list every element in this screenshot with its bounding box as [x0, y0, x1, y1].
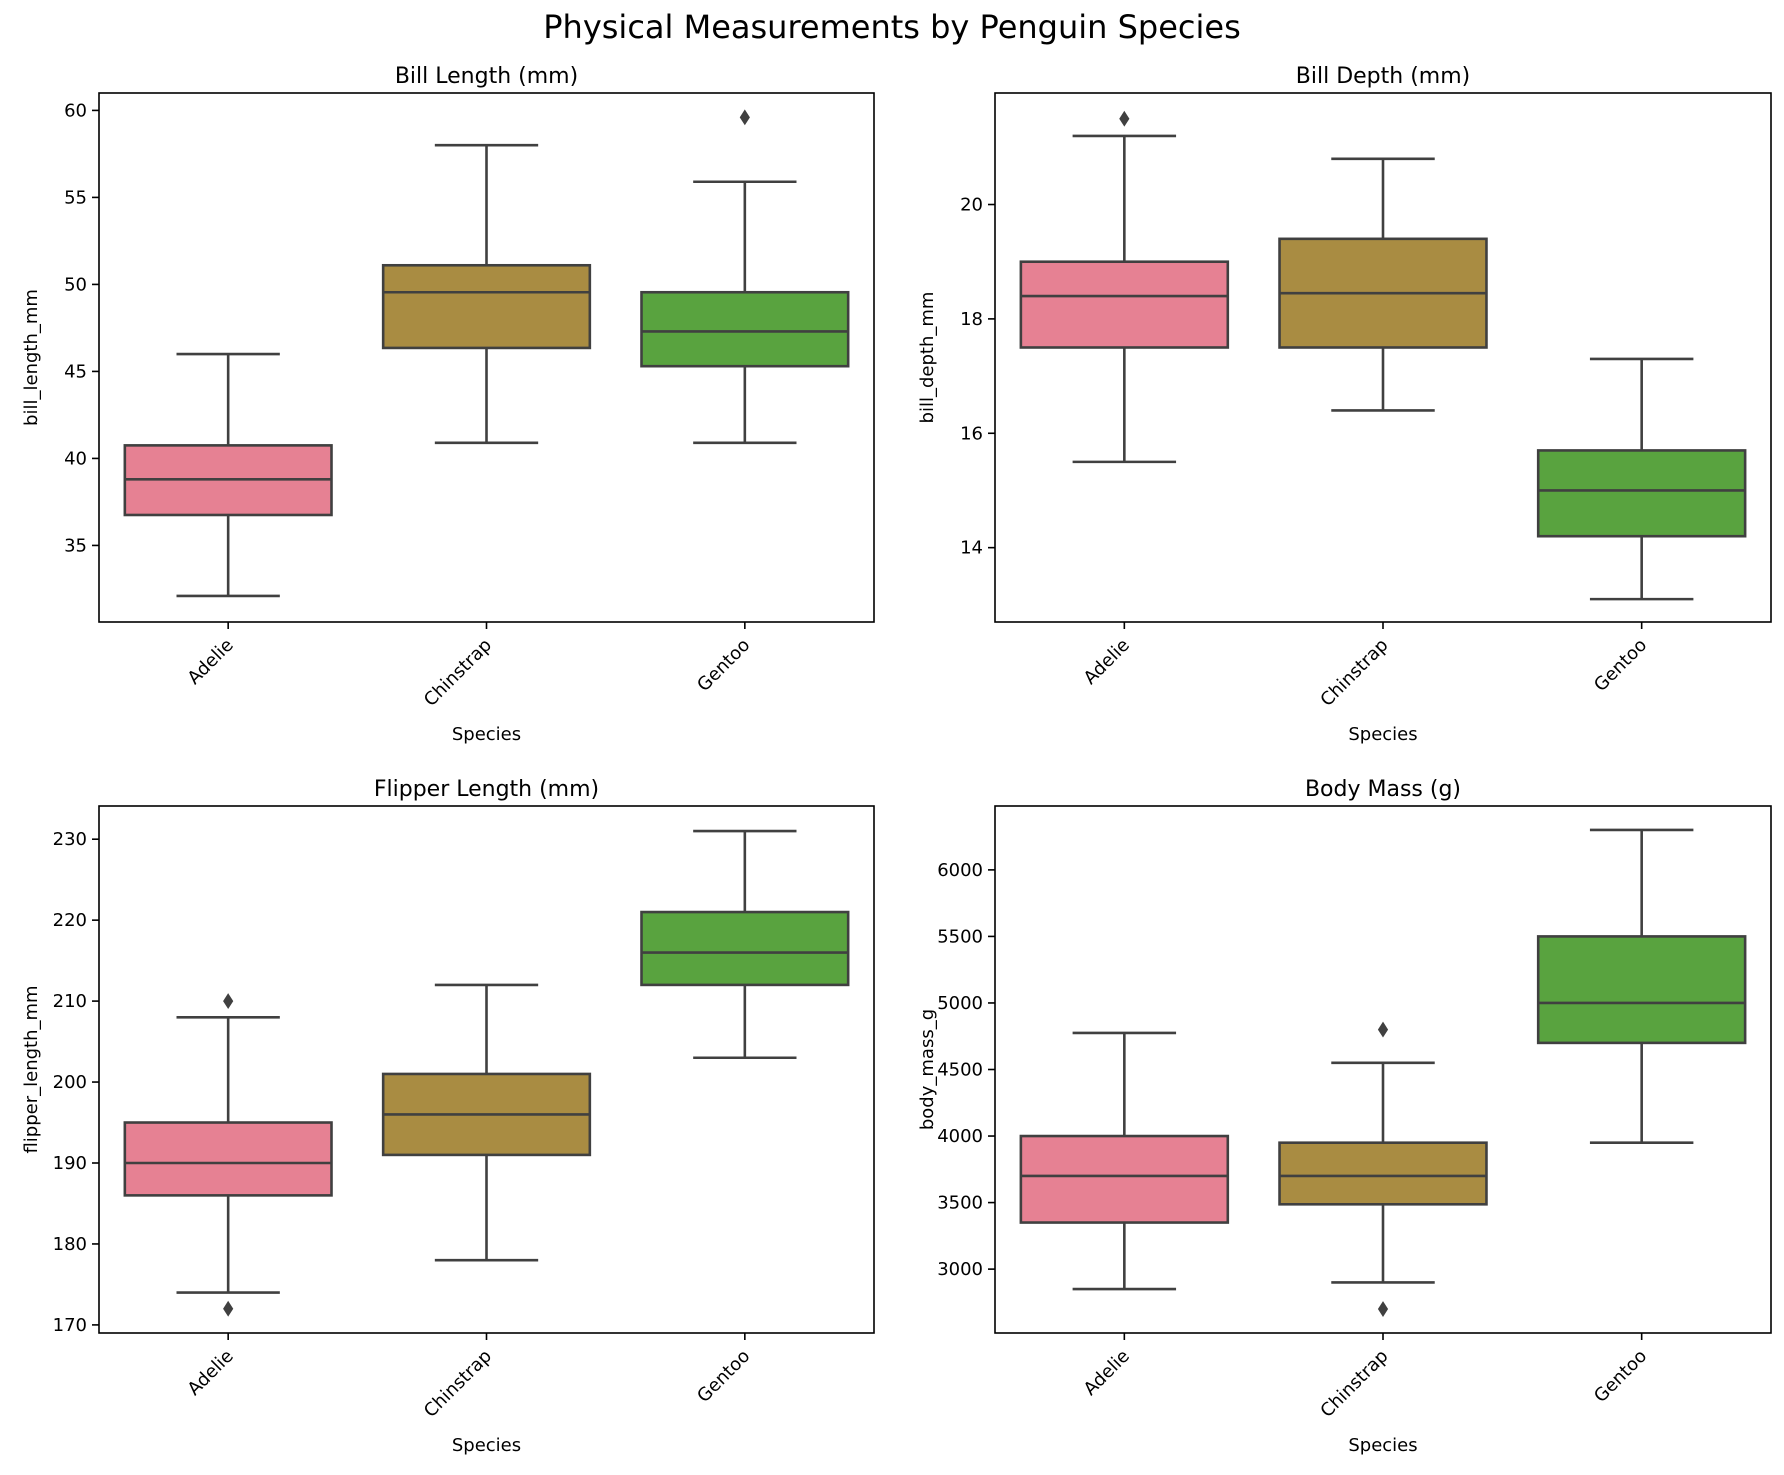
iqr-box: [640, 290, 850, 368]
bill-depth-xtick-label: Chinstrap: [1316, 635, 1392, 711]
bill-length-ytick-label: 45: [64, 361, 87, 382]
iqr-box: [1536, 935, 1747, 1045]
iqr-box: [381, 263, 592, 350]
bill-depth-xlabel: Species: [1348, 724, 1417, 745]
flipper-length-ytick-label: 200: [53, 1072, 87, 1093]
flipper-length-panel: Flipper Length (mm) flipper_length_mm Spec…: [21, 777, 875, 1456]
body-mass-ytick-label: 4500: [937, 1060, 983, 1081]
body-mass-ytick-label: 3000: [937, 1259, 983, 1280]
bill-depth-title: Bill Depth (mm): [1296, 64, 1470, 89]
bill-length-ylabel: bill_length_mm: [21, 289, 42, 426]
body-mass-box-adelie: [1019, 1031, 1230, 1291]
flipper-length-xtick-label: Adelie: [184, 1346, 238, 1400]
flipper-length-title: Flipper Length (mm): [374, 777, 599, 802]
bill-depth-box-chinstrap: [1278, 157, 1488, 412]
iqr-box: [1536, 449, 1747, 538]
body-mass-axes-frame: [994, 805, 1772, 1334]
flipper-length-box-adelie: [123, 993, 333, 1317]
bill-length-xtick-label: Chinstrap: [420, 635, 496, 711]
flipper-length-box-chinstrap: [381, 983, 592, 1262]
outlier-marker: [739, 109, 750, 126]
flipper-length-ytick-label: 170: [53, 1315, 87, 1336]
flipper-length-xtick-label: Gentoo: [693, 1346, 754, 1407]
outlier-marker: [223, 1300, 234, 1317]
bill-depth-box-adelie: [1019, 110, 1230, 464]
figure-title: Physical Measurements by Penguin Species: [543, 8, 1241, 46]
bill-length-panel: Bill Length (mm) bill_length_mm Species 35 4…: [21, 64, 875, 745]
flipper-length-ylabel: flipper_length_mm: [21, 985, 42, 1153]
bill-length-ytick-label: 60: [64, 100, 87, 121]
bill-depth-box-gentoo: [1536, 357, 1747, 601]
bill-length-box-chinstrap: [381, 143, 592, 445]
body-mass-ytick-label: 5000: [937, 993, 983, 1014]
bill-length-xlabel: Species: [452, 724, 521, 745]
iqr-box: [123, 1121, 333, 1197]
flipper-length-ytick-label: 180: [53, 1234, 87, 1255]
body-mass-xtick-label: Gentoo: [1590, 1346, 1651, 1407]
outlier-marker: [1119, 110, 1130, 127]
flipper-length-ytick-label: 190: [53, 1153, 87, 1174]
bill-depth-ytick-label: 14: [960, 538, 983, 559]
body-mass-panel: Body Mass (g) body_mass_g Species 3000 3500 4…: [917, 777, 1772, 1456]
outlier-marker: [1377, 1301, 1389, 1317]
body-mass-ytick-label: 5500: [937, 926, 983, 947]
iqr-box: [1278, 1141, 1488, 1206]
flipper-length-ytick-label: 220: [53, 910, 87, 931]
bill-depth-xtick-label: Adelie: [1080, 635, 1134, 689]
bill-depth-ylabel: bill_depth_mm: [917, 292, 938, 424]
outlier-marker: [223, 993, 234, 1010]
bill-depth-ytick-label: 16: [960, 423, 983, 444]
bill-depth-ytick-label: 18: [960, 309, 983, 330]
body-mass-ytick-label: 4000: [937, 1126, 983, 1147]
bill-length-ytick-label: 40: [64, 448, 87, 469]
bill-depth-xtick-label: Gentoo: [1590, 635, 1651, 696]
bill-depth-panel: Bill Depth (mm) bill_depth_mm Species 14 16 1…: [917, 64, 1772, 745]
body-mass-ytick-label: 3500: [937, 1193, 983, 1214]
iqr-box: [1019, 260, 1230, 349]
bill-length-axes-frame: [98, 92, 875, 623]
body-mass-xtick-label: Chinstrap: [1316, 1346, 1392, 1422]
bill-length-xtick-label: Adelie: [184, 635, 238, 689]
body-mass-xtick-label: Adelie: [1080, 1346, 1134, 1400]
body-mass-ylabel: body_mass_g: [917, 1009, 938, 1130]
iqr-box: [1019, 1134, 1230, 1224]
bill-depth-axes-frame: [994, 92, 1772, 623]
outlier-marker: [1377, 1021, 1389, 1038]
body-mass-box-chinstrap: [1278, 1021, 1488, 1317]
body-mass-title: Body Mass (g): [1305, 777, 1461, 802]
flipper-length-xlabel: Species: [452, 1435, 521, 1456]
bill-length-box-gentoo: [640, 109, 850, 445]
body-mass-ytick-label: 6000: [937, 860, 983, 881]
bill-length-ytick-label: 35: [64, 535, 87, 556]
iqr-box: [640, 910, 850, 987]
bill-length-xtick-label: Gentoo: [693, 635, 754, 696]
bill-length-box-adelie: [123, 352, 333, 598]
flipper-length-box-gentoo: [640, 829, 850, 1060]
flipper-length-xtick-label: Chinstrap: [420, 1346, 496, 1422]
flipper-length-ytick-label: 230: [53, 829, 87, 850]
flipper-length-axes-frame: [98, 805, 875, 1334]
bill-depth-ytick-label: 20: [960, 195, 983, 216]
body-mass-xlabel: Species: [1348, 1435, 1417, 1456]
body-mass-box-gentoo: [1536, 828, 1747, 1144]
bill-length-ytick-label: 50: [64, 274, 87, 295]
flipper-length-ytick-label: 210: [53, 991, 87, 1012]
bill-length-ytick-label: 55: [64, 187, 87, 208]
bill-length-title: Bill Length (mm): [395, 64, 578, 89]
